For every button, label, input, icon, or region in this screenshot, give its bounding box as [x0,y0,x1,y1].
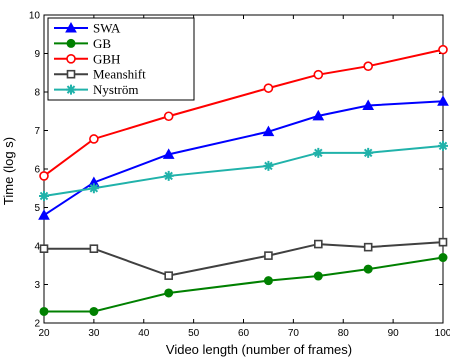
x-tick-label: 70 [288,328,300,339]
data-point [438,140,448,151]
data-point [264,251,273,260]
data-point [89,244,99,253]
data-point [437,95,449,106]
data-point [313,147,324,158]
x-tick-label: 50 [188,328,200,339]
x-tick-label: 40 [138,328,150,339]
data-point [164,288,174,298]
legend-label: Nyström [93,82,139,97]
y-tick-label: 2 [34,319,40,330]
data-point [363,147,374,158]
data-point [89,306,99,316]
legend-item: SWA [54,21,121,36]
data-point [162,148,175,159]
data-point [438,253,448,263]
legend-marker [66,69,76,79]
y-tick-label: 5 [34,203,40,214]
data-point [262,125,275,137]
legend-item: Nyström [54,82,139,97]
series-swa [38,95,449,220]
series-meanshift [39,237,448,280]
series-line [43,144,444,197]
series-line [44,256,444,313]
series-line [43,100,444,217]
data-point [39,190,49,201]
data-point [39,306,49,316]
x-axis-label: Video length (number of frames) [166,342,352,357]
data-point [312,109,325,121]
y-tick-label: 10 [29,11,41,22]
y-tick-label: 3 [34,280,40,291]
y-axis-label: Time (log s) [1,137,16,205]
data-point [163,170,174,181]
data-point [164,271,173,280]
y-tick-label: 4 [34,242,40,253]
legend-item: GBH [54,51,120,66]
data-point [438,237,448,247]
data-point [263,160,274,171]
legend-label: GBH [93,51,120,66]
data-point [263,83,274,93]
series-nystr-m [39,140,448,201]
y-tick-label: 8 [34,88,40,99]
legend-item: GB [54,36,111,51]
data-point [89,134,99,144]
legend-marker [66,38,76,48]
legend-label: SWA [93,21,121,36]
x-tick-label: 30 [88,328,100,339]
y-tick-label: 6 [34,165,40,176]
legend-marker [66,53,76,64]
y-tick-label: 7 [34,126,40,137]
data-point [263,276,273,286]
legend-marker [66,84,76,95]
data-point [163,111,174,122]
data-point [438,44,448,55]
data-point [313,69,324,80]
data-point [363,264,373,274]
series-gb [39,253,448,316]
legend-label: GB [93,36,111,51]
legend-item: Meanshift [54,67,146,82]
data-point [313,271,323,281]
data-point [362,99,375,110]
series-line [44,241,444,277]
x-tick-label: 20 [38,328,50,339]
x-tick-label: 90 [388,328,400,339]
legend-marker [65,21,77,33]
data-point [88,183,99,194]
data-point [363,61,373,72]
series-gbh [39,44,448,181]
data-point [363,242,373,252]
data-point [38,209,50,220]
data-point [314,239,323,249]
data-point [39,244,49,253]
legend-label: Meanshift [93,67,146,82]
x-tick-label: 60 [238,328,250,339]
y-tick-label: 9 [34,49,40,60]
data-point [39,171,49,181]
x-tick-label: 100 [435,328,450,339]
x-tick-label: 80 [338,328,350,339]
